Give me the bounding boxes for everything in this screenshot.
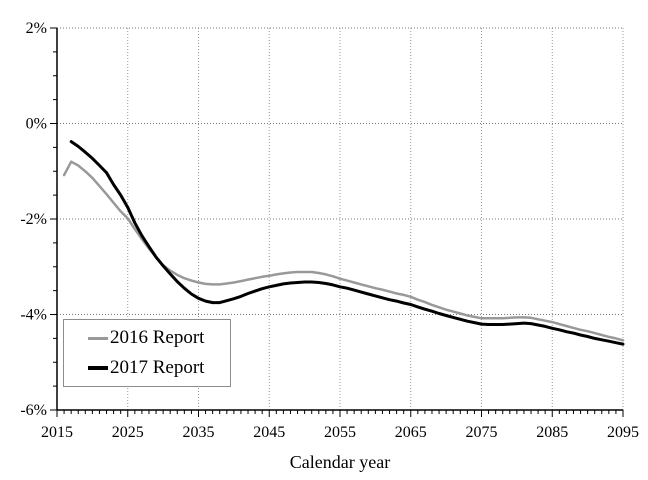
y-tick-label: -4%	[20, 307, 47, 324]
x-tick-label: 2065	[395, 424, 427, 441]
legend-line-swatch-2017	[88, 365, 108, 370]
legend-item-2016-report: 2016 Report	[88, 327, 230, 349]
x-axis-title: Calendar year	[289, 452, 391, 472]
x-tick-label: 2045	[253, 424, 285, 441]
x-tick-label: 2035	[183, 424, 215, 441]
legend: 2016 Report 2017 Report	[63, 319, 231, 387]
x-tick-label: 2025	[112, 424, 144, 441]
legend-label-2017: 2017 Report	[110, 356, 205, 378]
x-tick-label: 2085	[536, 424, 568, 441]
series-line-2016-report	[62, 160, 625, 342]
y-tick-label: 2%	[26, 20, 47, 37]
x-tick-label: 2015	[41, 424, 73, 441]
x-tick-label: 2095	[607, 424, 639, 441]
legend-line-swatch-2016	[88, 336, 108, 340]
y-tick-label: -6%	[20, 402, 47, 419]
legend-item-2017-report: 2017 Report	[88, 357, 230, 379]
x-tick-label: 2075	[466, 424, 498, 441]
y-tick-label: 0%	[26, 116, 47, 133]
y-tick-label: -2%	[20, 211, 47, 228]
legend-label-2016: 2016 Report	[110, 327, 205, 349]
x-tick-label: 2055	[324, 424, 356, 441]
series-line-2017-report	[69, 140, 625, 346]
